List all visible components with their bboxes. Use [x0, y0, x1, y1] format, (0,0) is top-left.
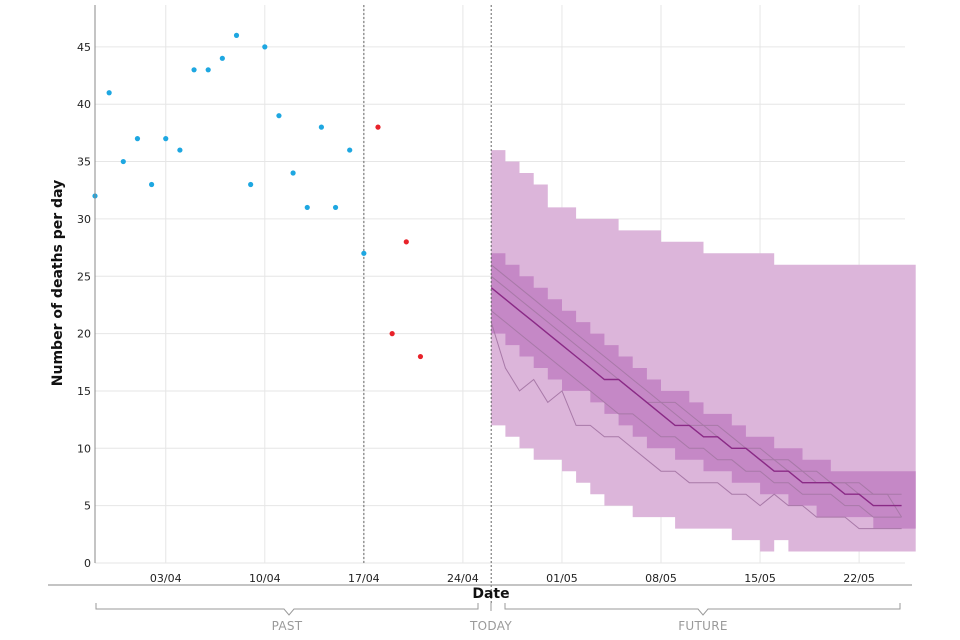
recent-point	[389, 331, 395, 337]
x-tick-label: 17/04	[348, 572, 380, 585]
today-label: TODAY	[469, 619, 512, 633]
observed-point	[233, 32, 240, 38]
x-axis-title: Date	[472, 586, 509, 602]
future-label: FUTURE	[678, 619, 728, 633]
y-tick-label: 25	[77, 270, 91, 283]
past-bracket	[95, 603, 479, 616]
observed-point	[191, 67, 197, 73]
x-tick-label: 24/04	[447, 572, 479, 585]
x-tick-label: 08/05	[645, 572, 677, 585]
inner-band	[491, 253, 916, 529]
x-tick-label: 22/05	[843, 572, 875, 585]
observed-point	[347, 147, 353, 153]
forecast-lines	[490, 264, 903, 530]
date-markers	[363, 5, 492, 603]
observed-point	[318, 124, 324, 130]
observed-point	[205, 67, 211, 73]
observed-point	[304, 204, 310, 211]
recent-point	[375, 124, 381, 130]
observed-point	[163, 136, 169, 142]
observed-point	[106, 90, 112, 96]
y-tick-label: 20	[77, 328, 91, 341]
data-points	[92, 32, 424, 360]
trajectory-line	[490, 321, 902, 530]
y-tick-label: 35	[77, 156, 91, 169]
x-tick-label: 15/05	[744, 572, 776, 585]
past-label: PAST	[272, 619, 303, 633]
future-bracket	[504, 603, 901, 616]
y-tick-label: 30	[77, 213, 91, 226]
y-tick-label: 10	[77, 442, 91, 455]
x-tick-label: 10/04	[249, 572, 281, 585]
observed-point	[332, 204, 339, 211]
observed-point	[248, 181, 254, 188]
timeline-sections: PAST TODAY FUTURE	[95, 603, 901, 633]
observed-point	[149, 181, 155, 188]
recent-point	[417, 353, 424, 360]
y-tick-label: 15	[77, 385, 91, 398]
x-tick-label: 03/04	[150, 572, 182, 585]
observed-point	[134, 136, 141, 142]
y-tick-label: 0	[84, 557, 91, 570]
y-tick-label: 5	[84, 500, 91, 513]
axes: 0 5 10 15 20 25 30 35 40 45 03/04 10/04 17/04 24/04 01…	[48, 5, 912, 586]
median-line	[490, 287, 902, 507]
recent-point	[403, 239, 409, 245]
outer-band	[491, 150, 916, 552]
axis-labels: Date Number of deaths per day	[50, 180, 510, 602]
y-axis-title: Number of deaths per day	[50, 180, 66, 386]
observed-point	[177, 147, 183, 153]
trajectory-line	[490, 275, 903, 518]
observed-point	[120, 158, 126, 165]
x-tick-label: 01/05	[546, 572, 578, 585]
trajectory-line	[490, 310, 902, 518]
observed-point	[219, 55, 225, 61]
y-tick-label: 40	[77, 98, 91, 111]
observed-point	[276, 113, 282, 119]
observed-point	[361, 250, 367, 256]
y-tick-label: 45	[77, 41, 91, 54]
observed-point	[262, 44, 268, 50]
observed-point	[290, 170, 296, 176]
forecast-bands	[491, 150, 916, 552]
